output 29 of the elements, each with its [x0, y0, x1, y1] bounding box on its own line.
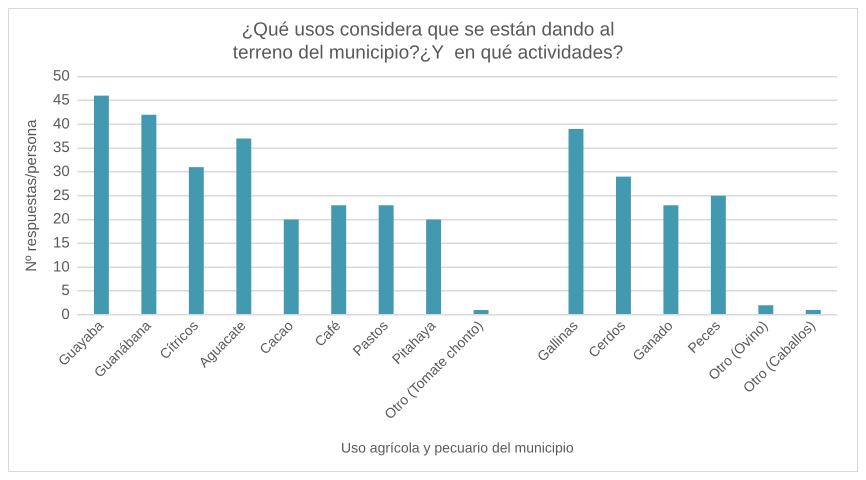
x-axis-title: Uso agrícola y pecuario del municipio	[341, 439, 574, 456]
y-tick-label: 35	[52, 139, 70, 156]
y-tick-label: 25	[52, 186, 70, 204]
bar	[474, 310, 489, 314]
bar	[758, 305, 774, 314]
y-tick-label: 5	[61, 282, 70, 300]
bar	[710, 196, 726, 314]
bar	[188, 167, 204, 314]
y-tick-label: 30	[52, 163, 70, 180]
y-tick-label: 50	[52, 68, 70, 85]
bar	[284, 220, 299, 314]
bar	[331, 205, 346, 314]
bar	[141, 114, 156, 314]
bar	[378, 205, 394, 314]
bar	[806, 310, 821, 314]
y-tick-label: 45	[52, 92, 70, 109]
bar	[426, 220, 442, 314]
y-axis-title: Nº respuestas/persona	[23, 118, 40, 272]
chart-title: ¿Qué usos considera que se están dando al terreno del municipio?¿Y en qué actividades?	[232, 20, 624, 64]
bar	[236, 138, 252, 314]
bar	[663, 205, 678, 314]
y-tick-label: 20	[52, 210, 70, 228]
y-tick-label: 0	[61, 306, 70, 323]
bar	[568, 129, 584, 314]
bar	[616, 176, 631, 314]
y-tick-label: 40	[52, 115, 70, 132]
y-tick-label: 10	[52, 258, 70, 276]
y-tick-label: 15	[52, 234, 70, 252]
bar	[94, 96, 109, 314]
